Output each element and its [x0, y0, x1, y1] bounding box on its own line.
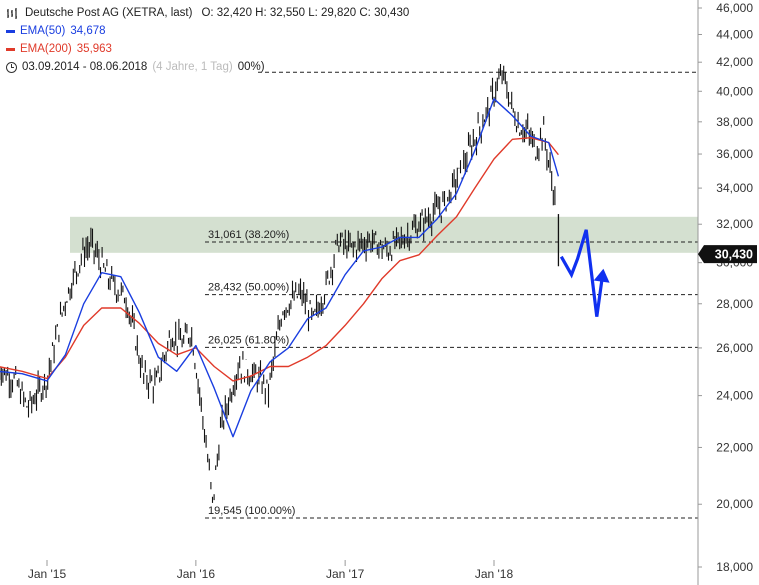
y-tick-label: 26,000: [716, 341, 753, 355]
fib-level-label: 31,061 (38.20%): [208, 229, 289, 241]
date-range-suffix: 00%): [237, 61, 265, 73]
ema200-swatch: [6, 47, 15, 51]
x-tick-label: Jan '17: [326, 567, 365, 581]
ema50-line: [0, 98, 560, 438]
symbol-title: Deutsche Post AG (XETRA, last): [25, 7, 193, 19]
ema200-value: 35,963: [76, 43, 112, 55]
legend-ema50-row: EMA(50) 34,678: [6, 22, 409, 40]
y-tick-label: 38,000: [716, 115, 753, 129]
fib-level-label: 28,432 (50.00%): [208, 282, 289, 294]
ema50-label: EMA(50): [20, 25, 66, 37]
ema50-value: 34,678: [70, 25, 106, 37]
y-tick-label: 36,000: [716, 147, 753, 161]
y-tick-label: 46,000: [716, 1, 753, 15]
ohlc-bars-icon: [7, 7, 17, 19]
ema200-line: [0, 136, 559, 382]
x-tick-label: Jan '16: [177, 567, 216, 581]
y-tick-label: 28,000: [716, 297, 753, 311]
y-tick-label: 40,000: [716, 84, 753, 98]
clock-icon: [6, 61, 17, 73]
y-tick-label: 22,000: [716, 440, 753, 454]
y-tick-label: 44,000: [716, 27, 753, 41]
x-tick-label: Jan '18: [475, 567, 514, 581]
ema200-label: EMA(200): [20, 43, 72, 55]
fib-level-label: 26,025 (61.80%): [208, 334, 289, 346]
date-range-duration: (4 Jahre, 1 Tag): [152, 61, 233, 73]
chart-legend: Deutsche Post AG (XETRA, last) O: 32,420…: [6, 4, 409, 76]
legend-ema200-row: EMA(200) 35,963: [6, 40, 409, 58]
legend-symbol-row: Deutsche Post AG (XETRA, last) O: 32,420…: [6, 4, 409, 22]
y-tick-label: 18,000: [716, 560, 753, 574]
last-value-badge: [698, 245, 757, 264]
forecast-arrowhead: [593, 268, 610, 283]
ohlc-values: O: 32,420 H: 32,550 L: 29,820 C: 30,430: [201, 7, 410, 19]
y-tick-label: 34,000: [716, 181, 753, 195]
y-tick-label: 20,000: [716, 497, 753, 511]
y-tick-label: 24,000: [716, 389, 753, 403]
last-value-label: 30,430: [715, 248, 753, 262]
fib-level-label: 19,545 (100.00%): [208, 505, 295, 517]
ema50-swatch: [6, 29, 15, 33]
date-range: 03.09.2014 - 08.06.2018: [22, 61, 148, 73]
forecast-arrow-line: [559, 229, 605, 317]
x-tick-label: Jan '15: [28, 567, 67, 581]
y-tick-label: 42,000: [716, 55, 753, 69]
y-tick-label: 32,000: [716, 217, 753, 231]
legend-range-row: 03.09.2014 - 08.06.2018 (4 Jahre, 1 Tag)…: [6, 58, 409, 76]
